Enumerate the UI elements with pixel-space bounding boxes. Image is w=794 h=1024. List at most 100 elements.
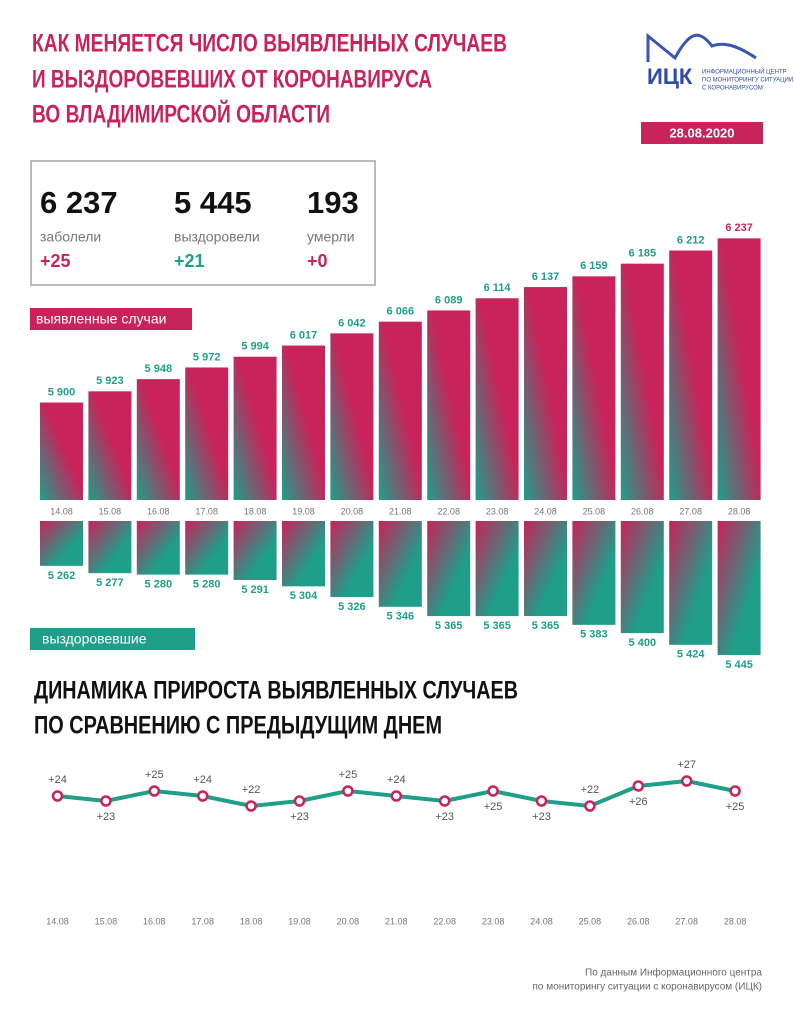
value-label: 5 365 bbox=[435, 620, 463, 632]
value-label: 5 326 bbox=[338, 601, 366, 613]
title: И ВЫЗДОРОВЕВШИХ ОТ КОРОНАВИРУСА bbox=[32, 66, 432, 94]
value-label: 6 212 bbox=[677, 234, 705, 246]
title: КАК МЕНЯЕТСЯ ЧИСЛО ВЫЯВЛЕННЫХ СЛУЧАЕВ bbox=[32, 30, 507, 58]
bar bbox=[40, 521, 83, 566]
logo-text: ИНФОРМАЦИОННЫЙ ЦЕНТР bbox=[702, 68, 787, 76]
value-label: 5 304 bbox=[290, 590, 318, 602]
stat-value: 193 bbox=[307, 185, 359, 220]
stat-delta: +25 bbox=[40, 251, 71, 271]
x-tick-label: 22.08 bbox=[433, 916, 456, 926]
logo-text: ПО МОНИТОРИНГУ СИТУАЦИИ bbox=[702, 78, 793, 84]
series-tag-label: выздоровевшие bbox=[42, 631, 147, 647]
value-label: 5 280 bbox=[193, 579, 221, 591]
bar bbox=[427, 310, 471, 500]
marker bbox=[535, 795, 548, 807]
bar bbox=[524, 521, 567, 617]
bar bbox=[282, 521, 325, 587]
value-label: 5 400 bbox=[629, 637, 657, 649]
bar bbox=[282, 345, 325, 500]
x-tick-label: 28.08 bbox=[724, 916, 747, 926]
x-tick-label: 20.08 bbox=[341, 506, 364, 516]
marker bbox=[148, 785, 161, 797]
x-tick-label: 21.08 bbox=[389, 506, 412, 516]
bar bbox=[185, 367, 229, 500]
x-tick-label: 27.08 bbox=[675, 916, 698, 926]
bar bbox=[620, 263, 664, 500]
value-label: +24 bbox=[48, 774, 67, 786]
value-label: 6 066 bbox=[387, 306, 415, 318]
chart-title: ДИНАМИКА ПРИРОСТА ВЫЯВЛЕННЫХ СЛУЧАЕВ bbox=[34, 677, 518, 705]
bar bbox=[233, 521, 277, 580]
value-label: 5 280 bbox=[145, 579, 173, 591]
x-tick-label: 15.08 bbox=[95, 916, 118, 926]
x-tick-label: 22.08 bbox=[437, 506, 460, 516]
value-label: 5 948 bbox=[145, 363, 173, 375]
value-label: 6 042 bbox=[338, 317, 366, 329]
value-label: 6 114 bbox=[484, 282, 512, 294]
x-tick-label: 25.08 bbox=[579, 916, 602, 926]
x-tick-label: 17.08 bbox=[195, 506, 218, 516]
value-label: 5 994 bbox=[241, 341, 269, 353]
x-tick-label: 28.08 bbox=[728, 506, 751, 516]
bar bbox=[378, 321, 422, 500]
x-tick-label: 14.08 bbox=[50, 506, 73, 516]
x-tick-label: 23.08 bbox=[486, 506, 509, 516]
chart-title: ПО СРАВНЕНИЮ С ПРЕДЫДУЩИМ ДНЕМ bbox=[34, 712, 442, 740]
marker bbox=[51, 790, 64, 802]
marker bbox=[584, 800, 596, 812]
value-label: 5 291 bbox=[241, 584, 269, 596]
x-tick-label: 17.08 bbox=[191, 916, 214, 926]
bar bbox=[717, 238, 761, 501]
bar bbox=[378, 521, 422, 607]
header: КАК МЕНЯЕТСЯ ЧИСЛО ВЫЯВЛЕННЫХ СЛУЧАЕВ И … bbox=[30, 30, 793, 993]
logo-mark bbox=[646, 32, 757, 62]
value-label: +24 bbox=[387, 774, 406, 786]
value-label: +26 bbox=[629, 796, 648, 808]
x-tick-label: 18.08 bbox=[244, 506, 267, 516]
x-tick-label: 16.08 bbox=[143, 916, 166, 926]
bar bbox=[524, 287, 567, 500]
x-tick-label: 26.08 bbox=[627, 916, 650, 926]
bar bbox=[572, 521, 616, 625]
value-label: 5 445 bbox=[725, 659, 753, 671]
value-label: 5 277 bbox=[96, 577, 124, 589]
bar bbox=[40, 402, 83, 500]
source: по мониторингу ситуации с коронавирусом … bbox=[533, 982, 763, 993]
source: По данным Информационного центра bbox=[585, 967, 762, 979]
marker bbox=[245, 800, 257, 812]
x-tick-label: 16.08 bbox=[147, 506, 170, 516]
x-tick-label: 18.08 bbox=[240, 916, 263, 926]
marker bbox=[680, 775, 693, 787]
series-tag-label: выявленные случаи bbox=[36, 311, 166, 327]
value-label: +23 bbox=[290, 811, 309, 823]
x-tick-label: 25.08 bbox=[583, 506, 606, 516]
value-label: +27 bbox=[677, 759, 696, 771]
x-tick-label: 27.08 bbox=[679, 506, 702, 516]
bar bbox=[475, 521, 519, 617]
value-label: 5 923 bbox=[96, 375, 124, 387]
marker bbox=[487, 785, 499, 797]
bar bbox=[88, 391, 132, 500]
series-tag bbox=[30, 628, 195, 650]
marker bbox=[342, 785, 354, 797]
bar bbox=[330, 521, 374, 598]
stat-value: 5 445 bbox=[174, 185, 252, 220]
stat-label: выздоровели bbox=[174, 229, 260, 245]
date: 28.08.2020 bbox=[669, 125, 734, 140]
bar bbox=[572, 276, 616, 500]
bar bbox=[427, 521, 471, 617]
value-label: 5 262 bbox=[48, 570, 76, 582]
bar bbox=[185, 521, 229, 575]
stat-delta: +21 bbox=[174, 251, 205, 271]
marker bbox=[293, 795, 306, 807]
x-tick-label: 21.08 bbox=[385, 916, 408, 926]
value-label: 5 365 bbox=[483, 620, 511, 632]
x-tick-label: 24.08 bbox=[530, 916, 553, 926]
stat-label: умерли bbox=[307, 229, 355, 245]
value-label: +23 bbox=[97, 811, 116, 823]
bar bbox=[620, 521, 664, 634]
bar bbox=[475, 298, 519, 500]
marker bbox=[632, 780, 645, 792]
value-label: +25 bbox=[145, 769, 164, 781]
